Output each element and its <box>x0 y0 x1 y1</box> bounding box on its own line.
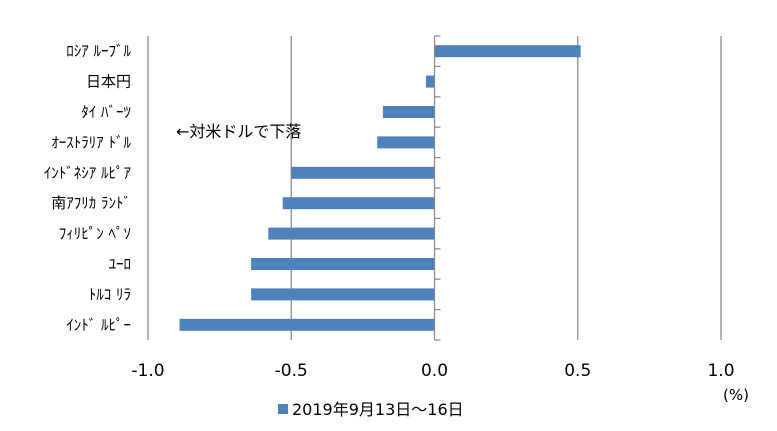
bar-4 <box>291 166 435 179</box>
category-label-1: 日本円 <box>86 73 131 91</box>
unit-label: (%) <box>723 386 749 404</box>
bar-3 <box>377 136 435 149</box>
category-label-0: ﾛｼｱ ﾙｰﾌﾞﾙ <box>66 42 131 60</box>
bar-2 <box>382 106 435 118</box>
tick-label-0: -1.0 <box>131 361 164 381</box>
bar-5 <box>282 197 435 210</box>
category-label-9: ｲﾝﾄﾞ ﾙﾋﾟｰ <box>66 316 131 334</box>
legend: 2019年9月13日～16日 <box>278 400 464 419</box>
annotation-label: ←対米ドルで下落 <box>176 122 301 141</box>
bar-8 <box>251 288 435 301</box>
bars <box>179 45 581 331</box>
bar-7 <box>251 258 435 270</box>
bar-0 <box>434 45 581 58</box>
category-label-5: 南ｱﾌﾘｶ ﾗﾝﾄﾞ <box>51 194 131 212</box>
tick-label-4: 1.0 <box>707 361 734 381</box>
tick-labels: -1.0 -0.5 0.0 0.5 1.0 <box>131 361 734 381</box>
legend-swatch <box>278 404 288 414</box>
bar-6 <box>268 227 435 240</box>
legend-label: 2019年9月13日～16日 <box>292 400 464 419</box>
category-label-6: ﾌｨﾘﾋﾟﾝ ﾍﾟｿ <box>59 225 131 243</box>
value-axis <box>433 35 441 341</box>
tick-label-2: 0.0 <box>421 361 448 381</box>
bar-9 <box>179 318 435 331</box>
category-label-7: ﾕｰﾛ <box>108 255 131 273</box>
category-label-3: ｵｰｽﾄﾗﾘｱ ﾄﾞﾙ <box>51 133 131 151</box>
category-labels: ﾛｼｱ ﾙｰﾌﾞﾙ 日本円 ﾀｲ ﾊﾞｰﾂ ｵｰｽﾄﾗﾘｱ ﾄﾞﾙ ｲﾝﾄﾞﾈｼｱ ﾙﾋ… <box>44 42 132 334</box>
category-label-4: ｲﾝﾄﾞﾈｼｱ ﾙﾋﾟｱ <box>44 164 132 182</box>
tick-label-3: 0.5 <box>564 361 591 381</box>
tick-label-1: -0.5 <box>275 361 308 381</box>
category-label-2: ﾀｲ ﾊﾞｰﾂ <box>81 103 131 121</box>
category-label-8: ﾄﾙｺ ﾘﾗ <box>89 285 131 303</box>
bar-1 <box>425 75 435 88</box>
